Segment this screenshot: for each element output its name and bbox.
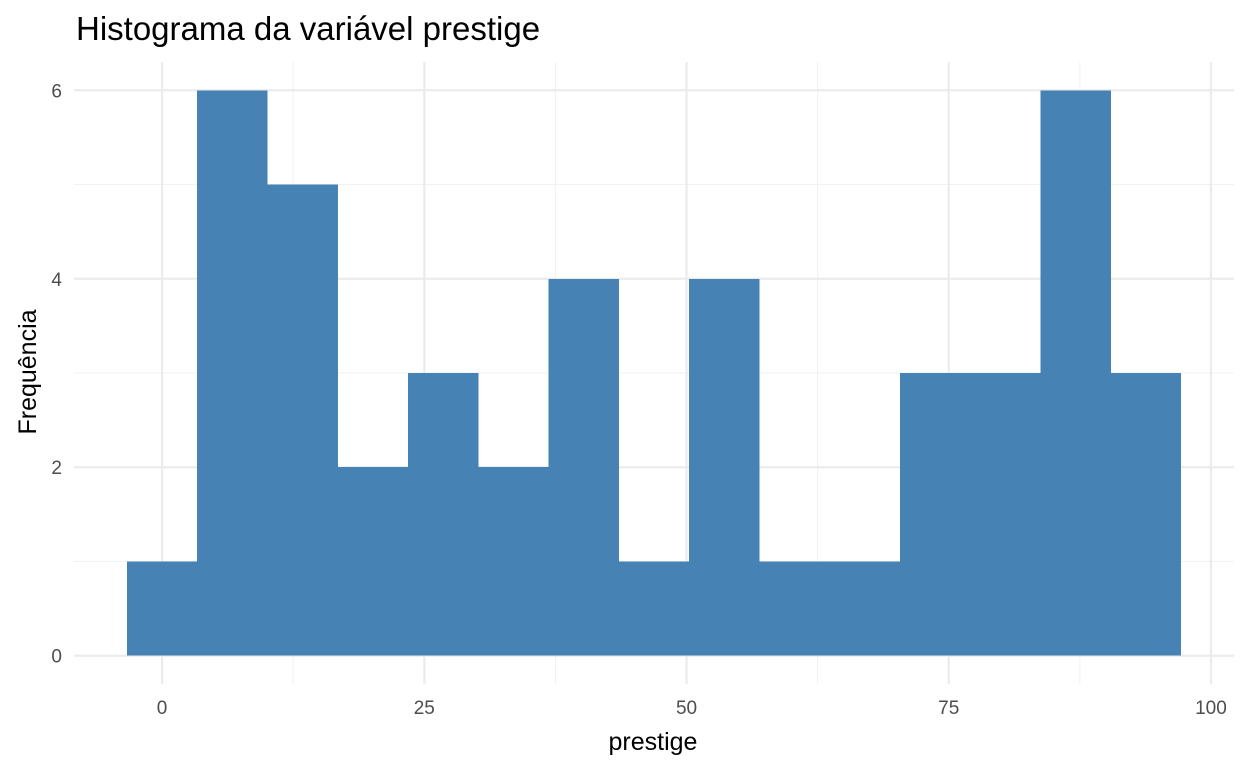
histogram-bar (267, 184, 338, 656)
histogram-bar (618, 561, 690, 656)
y-axis-ticks: 0 2 4 6 (51, 81, 62, 667)
histogram-bar (126, 561, 198, 656)
histogram-bar (478, 467, 549, 656)
histogram-bar (1040, 90, 1111, 656)
x-tick-label: 0 (157, 698, 168, 719)
y-tick-label: 0 (51, 647, 62, 668)
y-tick-label: 4 (51, 270, 62, 291)
x-tick-label: 25 (414, 698, 435, 719)
y-tick-label: 6 (51, 81, 62, 102)
histogram-bars (126, 90, 1182, 656)
y-tick-label: 2 (51, 458, 62, 479)
histogram-bar (548, 278, 619, 656)
y-axis-label: Frequência (14, 309, 42, 434)
histogram-bar (337, 467, 409, 656)
histogram-bar (829, 561, 900, 656)
histogram-bar (689, 278, 760, 656)
histogram-bar (899, 373, 971, 656)
x-axis-ticks: 0 25 50 75 100 (157, 698, 1227, 719)
x-tick-label: 50 (676, 698, 697, 719)
histogram-bar (1110, 373, 1182, 656)
histogram-bar (970, 373, 1041, 656)
x-tick-label: 100 (1195, 698, 1227, 719)
chart-title: Histograma da variável prestige (76, 10, 540, 47)
x-tick-label: 75 (938, 698, 959, 719)
histogram-bar (759, 561, 830, 656)
x-axis-label: prestige (609, 728, 698, 756)
histogram-bar (408, 373, 479, 656)
histogram-bar (197, 90, 268, 656)
